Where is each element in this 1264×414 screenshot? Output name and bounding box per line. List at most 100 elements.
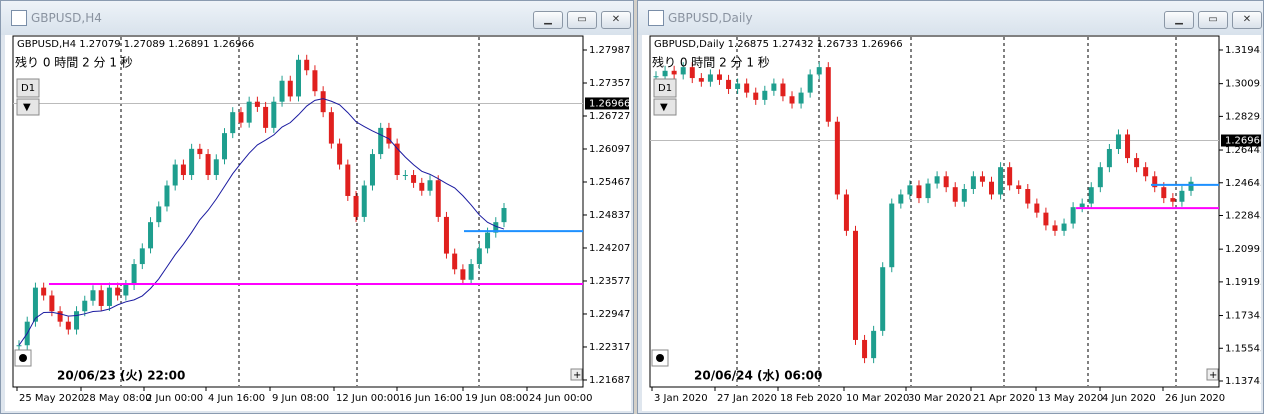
candle <box>998 167 1004 195</box>
candle <box>452 253 458 270</box>
candle <box>1079 203 1085 208</box>
dropdown-button[interactable] <box>16 98 40 116</box>
zoom-plus: + <box>1209 370 1217 381</box>
period-button-box[interactable] <box>16 78 40 98</box>
title-bar: GBPUSD,Daily ▁ ▭ ✕ <box>638 1 1263 35</box>
minimize-button[interactable]: ▁ <box>533 11 563 29</box>
candle <box>653 76 659 78</box>
zoom-button[interactable] <box>1206 368 1219 381</box>
period-button[interactable]: D1 <box>21 83 35 94</box>
price-tick-label: 1.22317 <box>589 342 630 353</box>
candle <box>862 339 868 359</box>
candle <box>1088 187 1094 204</box>
candle <box>735 83 741 89</box>
candle <box>123 285 129 296</box>
time-label: 2 Jun 00:00 <box>146 393 203 404</box>
candle <box>468 264 474 280</box>
candle <box>213 159 219 176</box>
candle <box>1125 134 1131 159</box>
period-button-box[interactable] <box>653 78 677 98</box>
price-tick-label: 1.24837 <box>589 210 630 221</box>
current-price-label: 1.26966 <box>589 98 630 109</box>
price-tick-label: 1.31943 <box>1225 45 1261 56</box>
candle <box>1170 198 1176 202</box>
maximize-button[interactable]: ▭ <box>1198 11 1228 29</box>
candle <box>979 176 985 182</box>
candle <box>205 154 211 176</box>
candle <box>771 83 777 91</box>
candle <box>1016 185 1022 190</box>
candle <box>304 59 310 71</box>
candle <box>689 67 695 79</box>
chart-info: GBPUSD,Daily 1.26875 1.27432 1.26733 1.2… <box>654 39 903 50</box>
candle <box>189 148 195 176</box>
candle <box>807 74 813 93</box>
time-label: 16 Jun 16:00 <box>399 393 463 404</box>
dropdown-button[interactable] <box>653 98 677 116</box>
candle <box>394 143 400 176</box>
candle <box>852 230 858 340</box>
candle <box>798 92 804 104</box>
price-tick-label: 1.24207 <box>589 243 630 254</box>
time-label: 4 Jun 16:00 <box>208 393 265 404</box>
candle <box>871 330 877 359</box>
candle <box>443 216 449 254</box>
candle <box>222 133 228 160</box>
close-button[interactable]: ✕ <box>1232 11 1262 29</box>
candle <box>816 67 822 75</box>
candle <box>320 91 326 113</box>
price-badge <box>1221 134 1261 147</box>
cursor-time: 20/06/23 (火) 22:00 <box>57 369 185 383</box>
candle <box>65 321 71 330</box>
candle <box>98 290 104 306</box>
minimize-button[interactable]: ▁ <box>1164 11 1194 29</box>
zoom-button[interactable] <box>570 368 583 381</box>
candle <box>744 83 750 93</box>
time-label: 25 May 2020 <box>19 393 84 404</box>
price-tick-label: 1.22947 <box>589 309 630 320</box>
price-tick-label: 1.13743 <box>1225 376 1261 387</box>
candle <box>907 185 913 195</box>
window-title: GBPUSD,Daily <box>668 11 753 25</box>
candle <box>131 264 137 286</box>
window-title: GBPUSD,H4 <box>31 11 102 25</box>
candle <box>411 175 417 183</box>
candle <box>378 127 384 155</box>
plot-frame <box>12 35 584 388</box>
price-tick-label: 1.15543 <box>1225 343 1261 354</box>
close-button[interactable]: ✕ <box>601 11 631 29</box>
price-tick-label: 1.26443 <box>1225 145 1261 156</box>
price-tick-label: 1.28293 <box>1225 111 1261 122</box>
time-label: 19 Jun 08:00 <box>465 393 529 404</box>
zoom-plus: + <box>573 370 581 381</box>
moving-average <box>18 98 505 346</box>
candle <box>361 185 367 217</box>
candle <box>485 232 491 249</box>
candle <box>271 101 277 128</box>
candle <box>989 181 995 195</box>
candle <box>49 295 55 312</box>
candle <box>501 208 507 223</box>
period-button[interactable]: D1 <box>658 83 672 94</box>
candle <box>834 121 840 195</box>
candle <box>180 164 186 176</box>
time-label: 9 Jun 08:00 <box>272 393 329 404</box>
price-badge <box>585 97 629 110</box>
candle <box>825 67 831 122</box>
price-tick-label: 1.25467 <box>589 177 630 188</box>
time-label: 26 Jun 2020 <box>1165 393 1225 404</box>
candle <box>402 175 408 177</box>
price-tick-label: 1.23577 <box>589 276 630 287</box>
candle <box>493 222 499 233</box>
candle <box>707 74 713 82</box>
candle <box>889 203 895 268</box>
candle <box>1007 167 1013 186</box>
candle <box>287 80 293 97</box>
candle <box>970 176 976 190</box>
candle <box>1152 176 1158 188</box>
candle <box>230 112 236 134</box>
dropdown-arrow: ▼ <box>23 102 31 113</box>
candle <box>1034 203 1040 213</box>
maximize-button[interactable]: ▭ <box>567 11 597 29</box>
